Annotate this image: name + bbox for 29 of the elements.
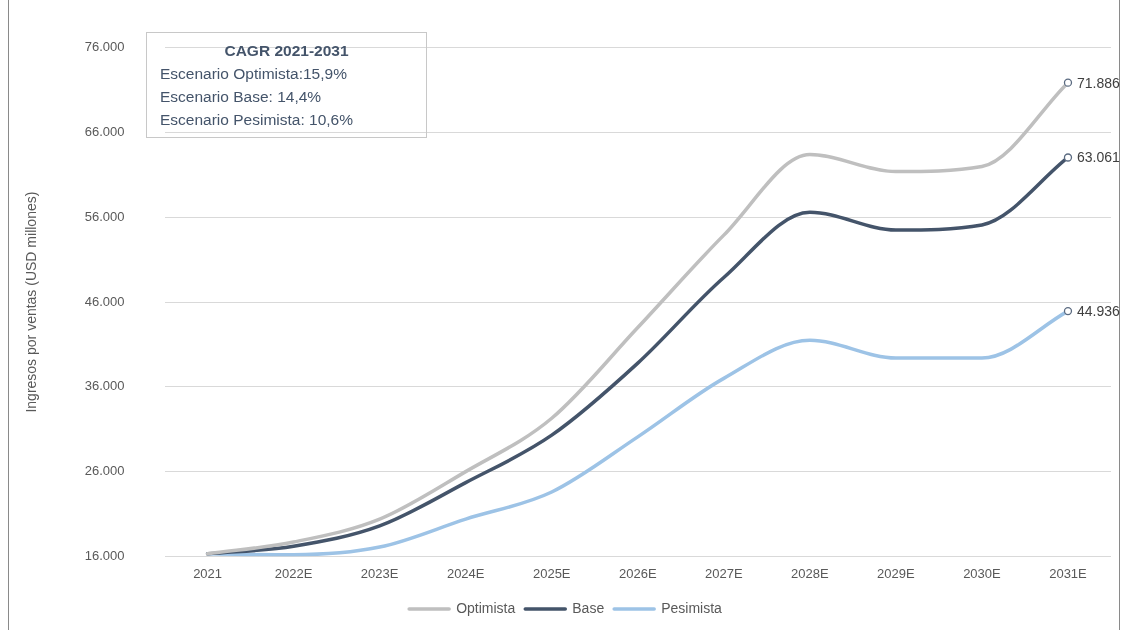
x-tick-label: 2027E	[705, 565, 743, 581]
x-tick-label: 2031E	[1049, 565, 1088, 581]
y-tick-label: 66.000	[84, 124, 125, 140]
y-tick-label: 76.000	[84, 39, 125, 55]
y-tick-label: 26.000	[84, 463, 125, 479]
x-tick-label: 2026E	[618, 565, 657, 581]
y-tick-label: 56.000	[84, 208, 125, 224]
annotation: Escenario Pesimista: 10,6%	[160, 110, 354, 130]
data-label: 44.936	[1076, 302, 1121, 319]
y-axis-title: Ingresos por ventas (USD millones)	[23, 191, 40, 413]
x-tick-label: 2029E	[877, 565, 916, 581]
legend-label: Pesimista	[661, 599, 723, 616]
annotation: Escenario Optimista:15,9%	[160, 64, 348, 84]
x-tick-label: 2022E	[274, 565, 313, 581]
x-tick-label: 2028E	[791, 565, 829, 581]
x-tick-label: 2030E	[963, 565, 1002, 581]
y-tick-label: 46.000	[84, 293, 125, 309]
legend-label: Base	[572, 599, 605, 616]
y-tick-label: 36.000	[84, 378, 125, 394]
y-tick-label: 16.000	[84, 547, 125, 563]
x-tick-label: 2025E	[532, 565, 571, 581]
annotation: Escenario Base: 14,4%	[160, 87, 323, 107]
legend-label: Optimista	[456, 599, 516, 616]
annotation: CAGR 2021-2031	[223, 41, 350, 61]
x-tick-label: 2023E	[360, 565, 399, 581]
data-label: 71.886	[1076, 74, 1121, 91]
x-tick-label: 2021	[193, 565, 223, 581]
data-label: 63.061	[1076, 149, 1121, 166]
x-tick-label: 2024E	[446, 565, 485, 581]
